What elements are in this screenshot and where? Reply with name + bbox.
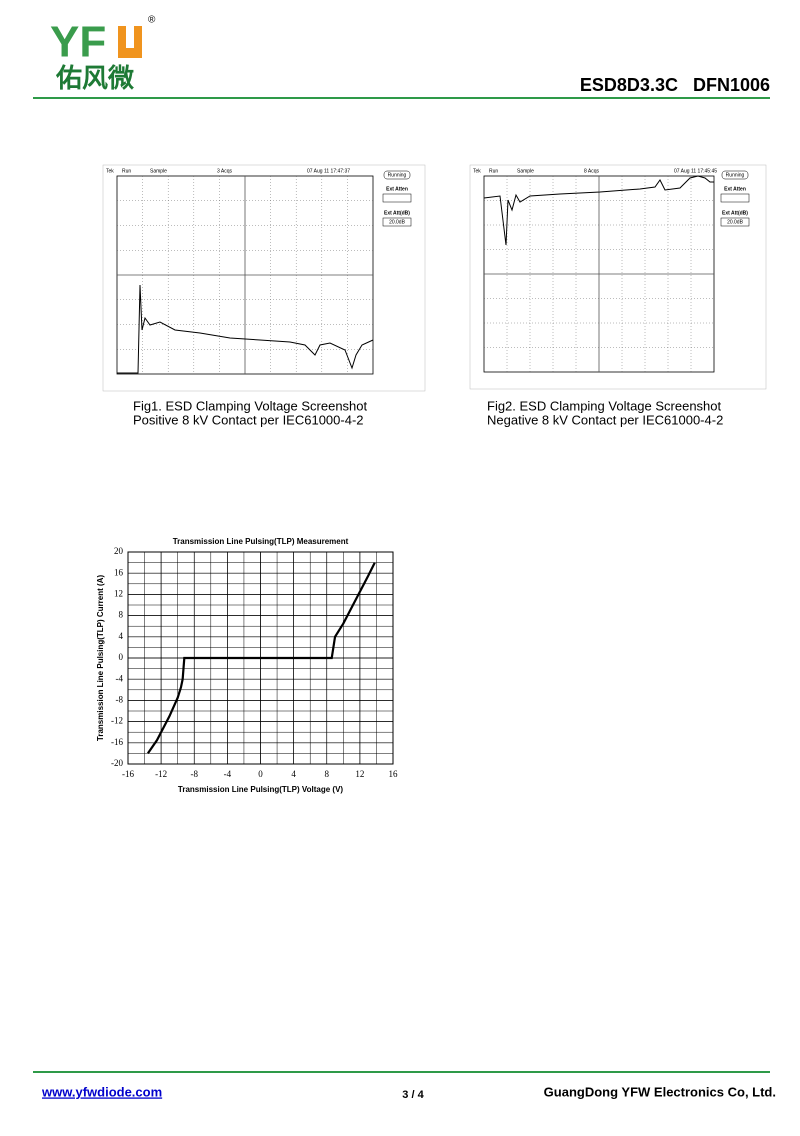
y-tick-label: -12: [111, 716, 123, 726]
scope-status: Run: [489, 168, 498, 174]
scope-panel-value: 20.0dB: [727, 219, 744, 225]
scope-status: 8 Acqs: [584, 168, 600, 174]
scope-status: 07 Aug 11 17:47:37: [307, 168, 350, 174]
scope-panel-box: [382, 217, 412, 227]
scope-status: Sample: [517, 168, 534, 174]
scope-status: 07 Aug 11 17:45:45: [674, 168, 717, 174]
x-tick-label: -8: [191, 769, 199, 779]
y-tick-label: 0: [119, 652, 124, 662]
y-axis-label: Transmission Line Pulsing(TLP) Current (…: [96, 575, 105, 742]
figure-caption: Fig2. ESD Clamping Voltage Screenshot: [487, 398, 722, 413]
logo-chinese: 佑风微: [55, 63, 134, 93]
scope-button-label: Running: [726, 172, 745, 178]
y-tick-label: 8: [119, 610, 124, 620]
x-tick-label: 8: [325, 769, 330, 779]
x-tick-label: 16: [389, 769, 399, 779]
x-tick-label: 12: [355, 769, 364, 779]
y-tick-label: 16: [114, 567, 124, 577]
logo-letters: YF: [50, 18, 106, 67]
x-axis-label: Transmission Line Pulsing(TLP) Voltage (…: [178, 785, 344, 794]
scope-button: [721, 170, 749, 180]
x-tick-label: -16: [122, 769, 134, 779]
y-tick-label: -8: [116, 694, 124, 704]
scope-waveform: [117, 284, 374, 374]
y-tick-label: -4: [116, 673, 124, 683]
footer-url[interactable]: www.yfwdiode.com: [41, 1084, 162, 1099]
scope-button: [383, 170, 411, 180]
plot-frame: [127, 551, 394, 765]
scope-panel-label: Ext Att(dB): [384, 210, 410, 216]
scope-panel-label: Ext Atten: [724, 186, 746, 192]
scope-panel-label: Ext Att(dB): [722, 210, 748, 216]
y-tick-label: -20: [111, 758, 123, 768]
figure-caption: Positive 8 kV Contact per IEC61000-4-2: [133, 412, 364, 427]
figure-caption: Fig1. ESD Clamping Voltage Screenshot: [133, 398, 368, 413]
footer-company: GuangDong YFW Electronics Co, Ltd.: [544, 1084, 776, 1099]
y-tick-label: 12: [114, 588, 123, 598]
scope-waveform: [483, 175, 714, 246]
scope-panel-value: 20.0dB: [389, 219, 406, 225]
y-tick-label: -16: [111, 737, 123, 747]
scope-status: Tek: [473, 168, 481, 174]
page-number: 3 / 4: [402, 1089, 424, 1101]
x-tick-label: -12: [155, 769, 167, 779]
x-tick-label: 0: [258, 769, 263, 779]
chart-title: Transmission Line Pulsing(TLP) Measureme…: [173, 537, 349, 546]
scope-panel-label: Ext Atten: [386, 186, 408, 192]
scope-button-label: Running: [388, 172, 407, 178]
x-tick-label: -4: [224, 769, 232, 779]
scope-panel-box: [720, 217, 750, 227]
scope-status: Sample: [150, 168, 167, 174]
y-tick-label: 20: [114, 546, 124, 556]
scope-status: Run: [122, 168, 131, 174]
scope-status: 3 Acqs: [217, 168, 233, 174]
scope-frame: [469, 164, 767, 390]
y-tick-label: 4: [119, 631, 124, 641]
scope-panel-box: [720, 193, 750, 203]
part-number: ESD8D3.3C DFN1006: [580, 75, 770, 95]
tlp-curve: [146, 562, 376, 755]
logo-registered: ®: [148, 15, 156, 26]
scope-frame: [102, 164, 426, 392]
figure-caption: Negative 8 kV Contact per IEC61000-4-2: [487, 412, 723, 427]
scope-status: Tek: [106, 168, 114, 174]
logo-u: [118, 26, 142, 58]
x-tick-label: 4: [291, 769, 296, 779]
scope-panel-box: [382, 193, 412, 203]
